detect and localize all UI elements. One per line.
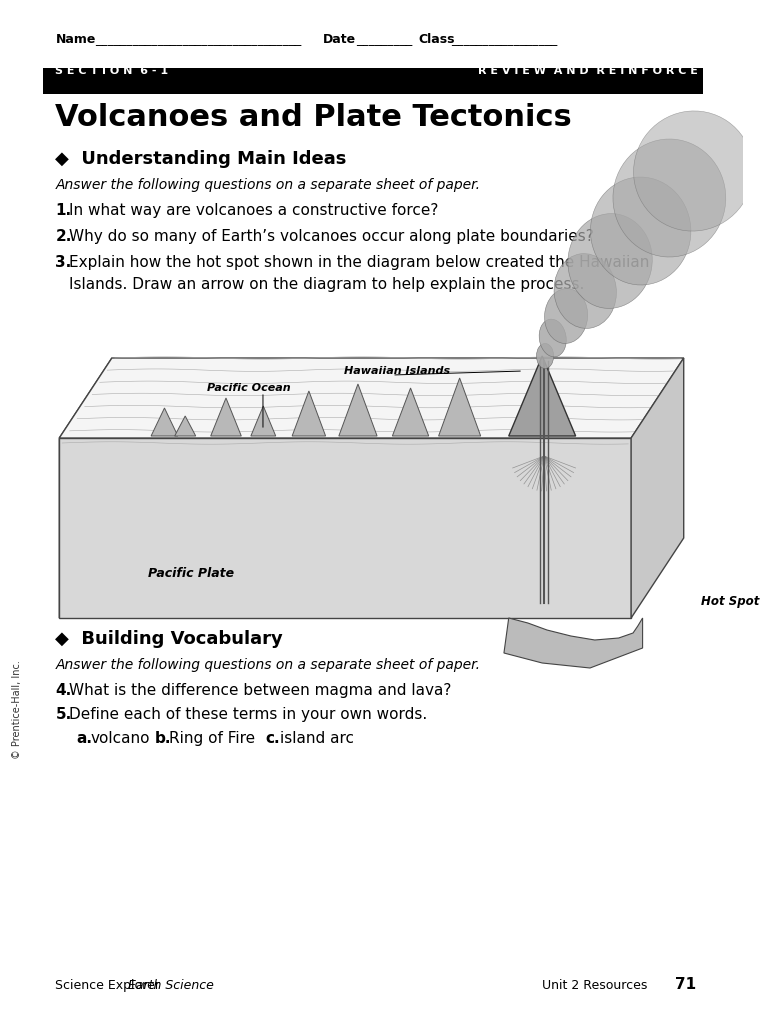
Text: c.: c.	[266, 731, 280, 746]
Polygon shape	[631, 358, 684, 618]
Polygon shape	[504, 618, 643, 668]
Text: Define each of these terms in your own words.: Define each of these terms in your own w…	[69, 707, 427, 722]
Text: 1.: 1.	[55, 203, 71, 218]
Ellipse shape	[539, 319, 566, 357]
Text: Date: Date	[323, 33, 357, 46]
Text: 4.: 4.	[55, 683, 71, 698]
Text: Answer the following questions on a separate sheet of paper.: Answer the following questions on a sepa…	[55, 178, 480, 193]
Text: Hot Spot: Hot Spot	[701, 595, 759, 608]
Text: Why do so many of Earth’s volcanoes occur along plate boundaries?: Why do so many of Earth’s volcanoes occu…	[69, 229, 594, 244]
Ellipse shape	[536, 343, 554, 369]
Ellipse shape	[633, 111, 753, 231]
Polygon shape	[59, 358, 684, 438]
Polygon shape	[211, 398, 242, 436]
Text: _________________: _________________	[451, 33, 558, 46]
Text: Answer the following questions on a separate sheet of paper.: Answer the following questions on a sepa…	[55, 658, 480, 672]
Bar	[43, 68, 703, 94]
Polygon shape	[339, 384, 377, 436]
Text: Volcanoes and Plate Tectonics: Volcanoes and Plate Tectonics	[55, 103, 572, 132]
Text: Pacific Plate: Pacific Plate	[148, 567, 235, 580]
Polygon shape	[292, 391, 326, 436]
Ellipse shape	[591, 177, 691, 285]
Polygon shape	[509, 356, 576, 436]
Polygon shape	[251, 406, 276, 436]
Text: What is the difference between magma and lava?: What is the difference between magma and…	[69, 683, 451, 698]
Text: Science Explorer: Science Explorer	[55, 979, 165, 992]
Text: Islands. Draw an arrow on the diagram to help explain the process.: Islands. Draw an arrow on the diagram to…	[69, 278, 584, 292]
Polygon shape	[438, 378, 481, 436]
Text: _________: _________	[356, 33, 412, 46]
Polygon shape	[392, 388, 429, 436]
Text: ◆  Understanding Main Ideas: ◆ Understanding Main Ideas	[55, 150, 347, 168]
Text: S E C T I O N  6 - 1: S E C T I O N 6 - 1	[55, 66, 169, 76]
Text: Name: Name	[55, 33, 96, 46]
Text: © Prentice-Hall, Inc.: © Prentice-Hall, Inc.	[12, 660, 23, 760]
Text: Hawaiian Islands: Hawaiian Islands	[343, 366, 450, 376]
Text: Ring of Fire: Ring of Fire	[169, 731, 256, 746]
Text: b.: b.	[155, 731, 172, 746]
Ellipse shape	[545, 289, 587, 343]
Text: Class: Class	[419, 33, 455, 46]
Text: In what way are volcanoes a constructive force?: In what way are volcanoes a constructive…	[69, 203, 438, 218]
Text: volcano: volcano	[91, 731, 150, 746]
Text: _________________________________: _________________________________	[96, 33, 302, 46]
Text: a.: a.	[76, 731, 92, 746]
Text: 3.: 3.	[55, 255, 71, 270]
Ellipse shape	[613, 139, 726, 257]
Text: ◆  Building Vocabulary: ◆ Building Vocabulary	[55, 630, 283, 648]
Text: R E V I E W  A N D  R E I N F O R C E: R E V I E W A N D R E I N F O R C E	[478, 66, 698, 76]
Text: Earth Science: Earth Science	[128, 979, 214, 992]
Text: 5.: 5.	[55, 707, 71, 722]
Text: Unit 2 Resources: Unit 2 Resources	[542, 979, 660, 992]
Text: 71: 71	[675, 977, 696, 992]
Ellipse shape	[554, 254, 616, 329]
Text: 2.: 2.	[55, 229, 71, 244]
Polygon shape	[59, 358, 112, 618]
Text: Pacific Ocean: Pacific Ocean	[207, 383, 291, 393]
Polygon shape	[59, 438, 631, 618]
Text: island arc: island arc	[280, 731, 354, 746]
Polygon shape	[175, 416, 196, 436]
Text: Explain how the hot spot shown in the diagram below created the Hawaiian: Explain how the hot spot shown in the di…	[69, 255, 650, 270]
Ellipse shape	[568, 214, 652, 308]
Polygon shape	[151, 408, 178, 436]
